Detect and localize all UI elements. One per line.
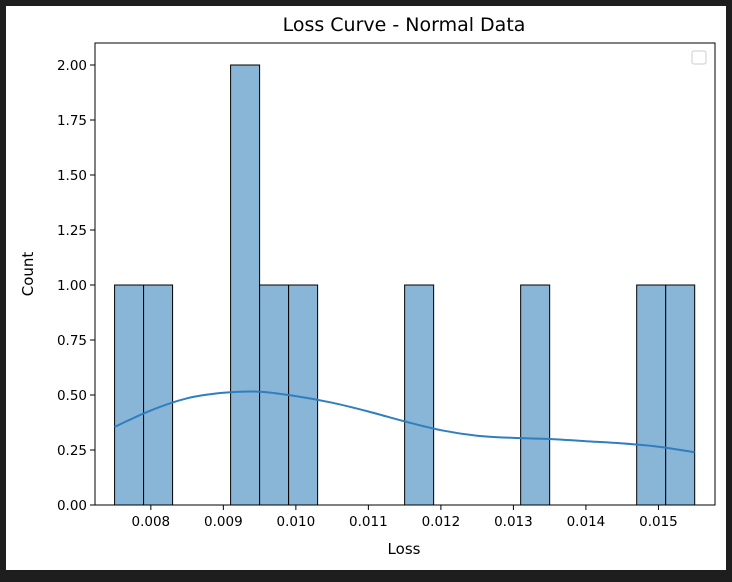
y-tick-label: 0.25 — [57, 443, 87, 459]
x-tick-label: 0.009 — [204, 514, 243, 530]
y-tick-label: 1.00 — [57, 278, 87, 294]
histogram-bar — [114, 284, 145, 506]
x-axis-label: Loss — [388, 540, 421, 558]
histogram-bar — [520, 284, 551, 506]
kde-line — [114, 390, 695, 454]
y-tick-label: 0.00 — [57, 498, 87, 514]
x-tick-label: 0.010 — [277, 514, 316, 530]
histogram-bar — [230, 64, 261, 506]
y-tick-label: 1.50 — [57, 168, 87, 184]
y-tick-label: 1.75 — [57, 113, 87, 129]
y-tick-label: 0.75 — [57, 333, 87, 349]
y-tick-label: 1.25 — [57, 223, 87, 239]
y-tick-label: 2.00 — [57, 58, 87, 74]
y-axis: 0.00 0.25 0.50 0.75 1.00 1.25 1.50 1.75 2.00 — [57, 58, 95, 514]
chart-title: Loss Curve - Normal Data — [283, 14, 526, 36]
x-tick-label: 0.008 — [132, 514, 171, 530]
x-tick-label: 0.013 — [494, 514, 533, 530]
histogram-chart: Loss Curve - Normal Data 0.008 0.009 0.010… — [19, 14, 716, 558]
x-tick-label: 0.011 — [349, 514, 388, 530]
x-tick-label: 0.015 — [639, 514, 678, 530]
bars-layer — [114, 64, 696, 506]
legend-box — [691, 50, 707, 65]
kde-layer — [114, 390, 695, 454]
histogram-bar — [143, 284, 174, 506]
histogram-bar — [636, 284, 667, 506]
y-axis-label: Count — [19, 252, 37, 297]
histogram-bar — [665, 284, 696, 506]
x-tick-label: 0.014 — [567, 514, 606, 530]
x-tick-label: 0.012 — [422, 514, 461, 530]
y-tick-label: 0.50 — [57, 388, 87, 404]
x-axis: 0.008 0.009 0.010 0.011 0.012 0.013 0.014 0.015 — [132, 505, 678, 530]
histogram-bar — [404, 284, 435, 506]
plot-frame — [94, 42, 716, 506]
chart-figure: Loss Curve - Normal Data 0.008 0.009 0.010… — [6, 6, 726, 570]
